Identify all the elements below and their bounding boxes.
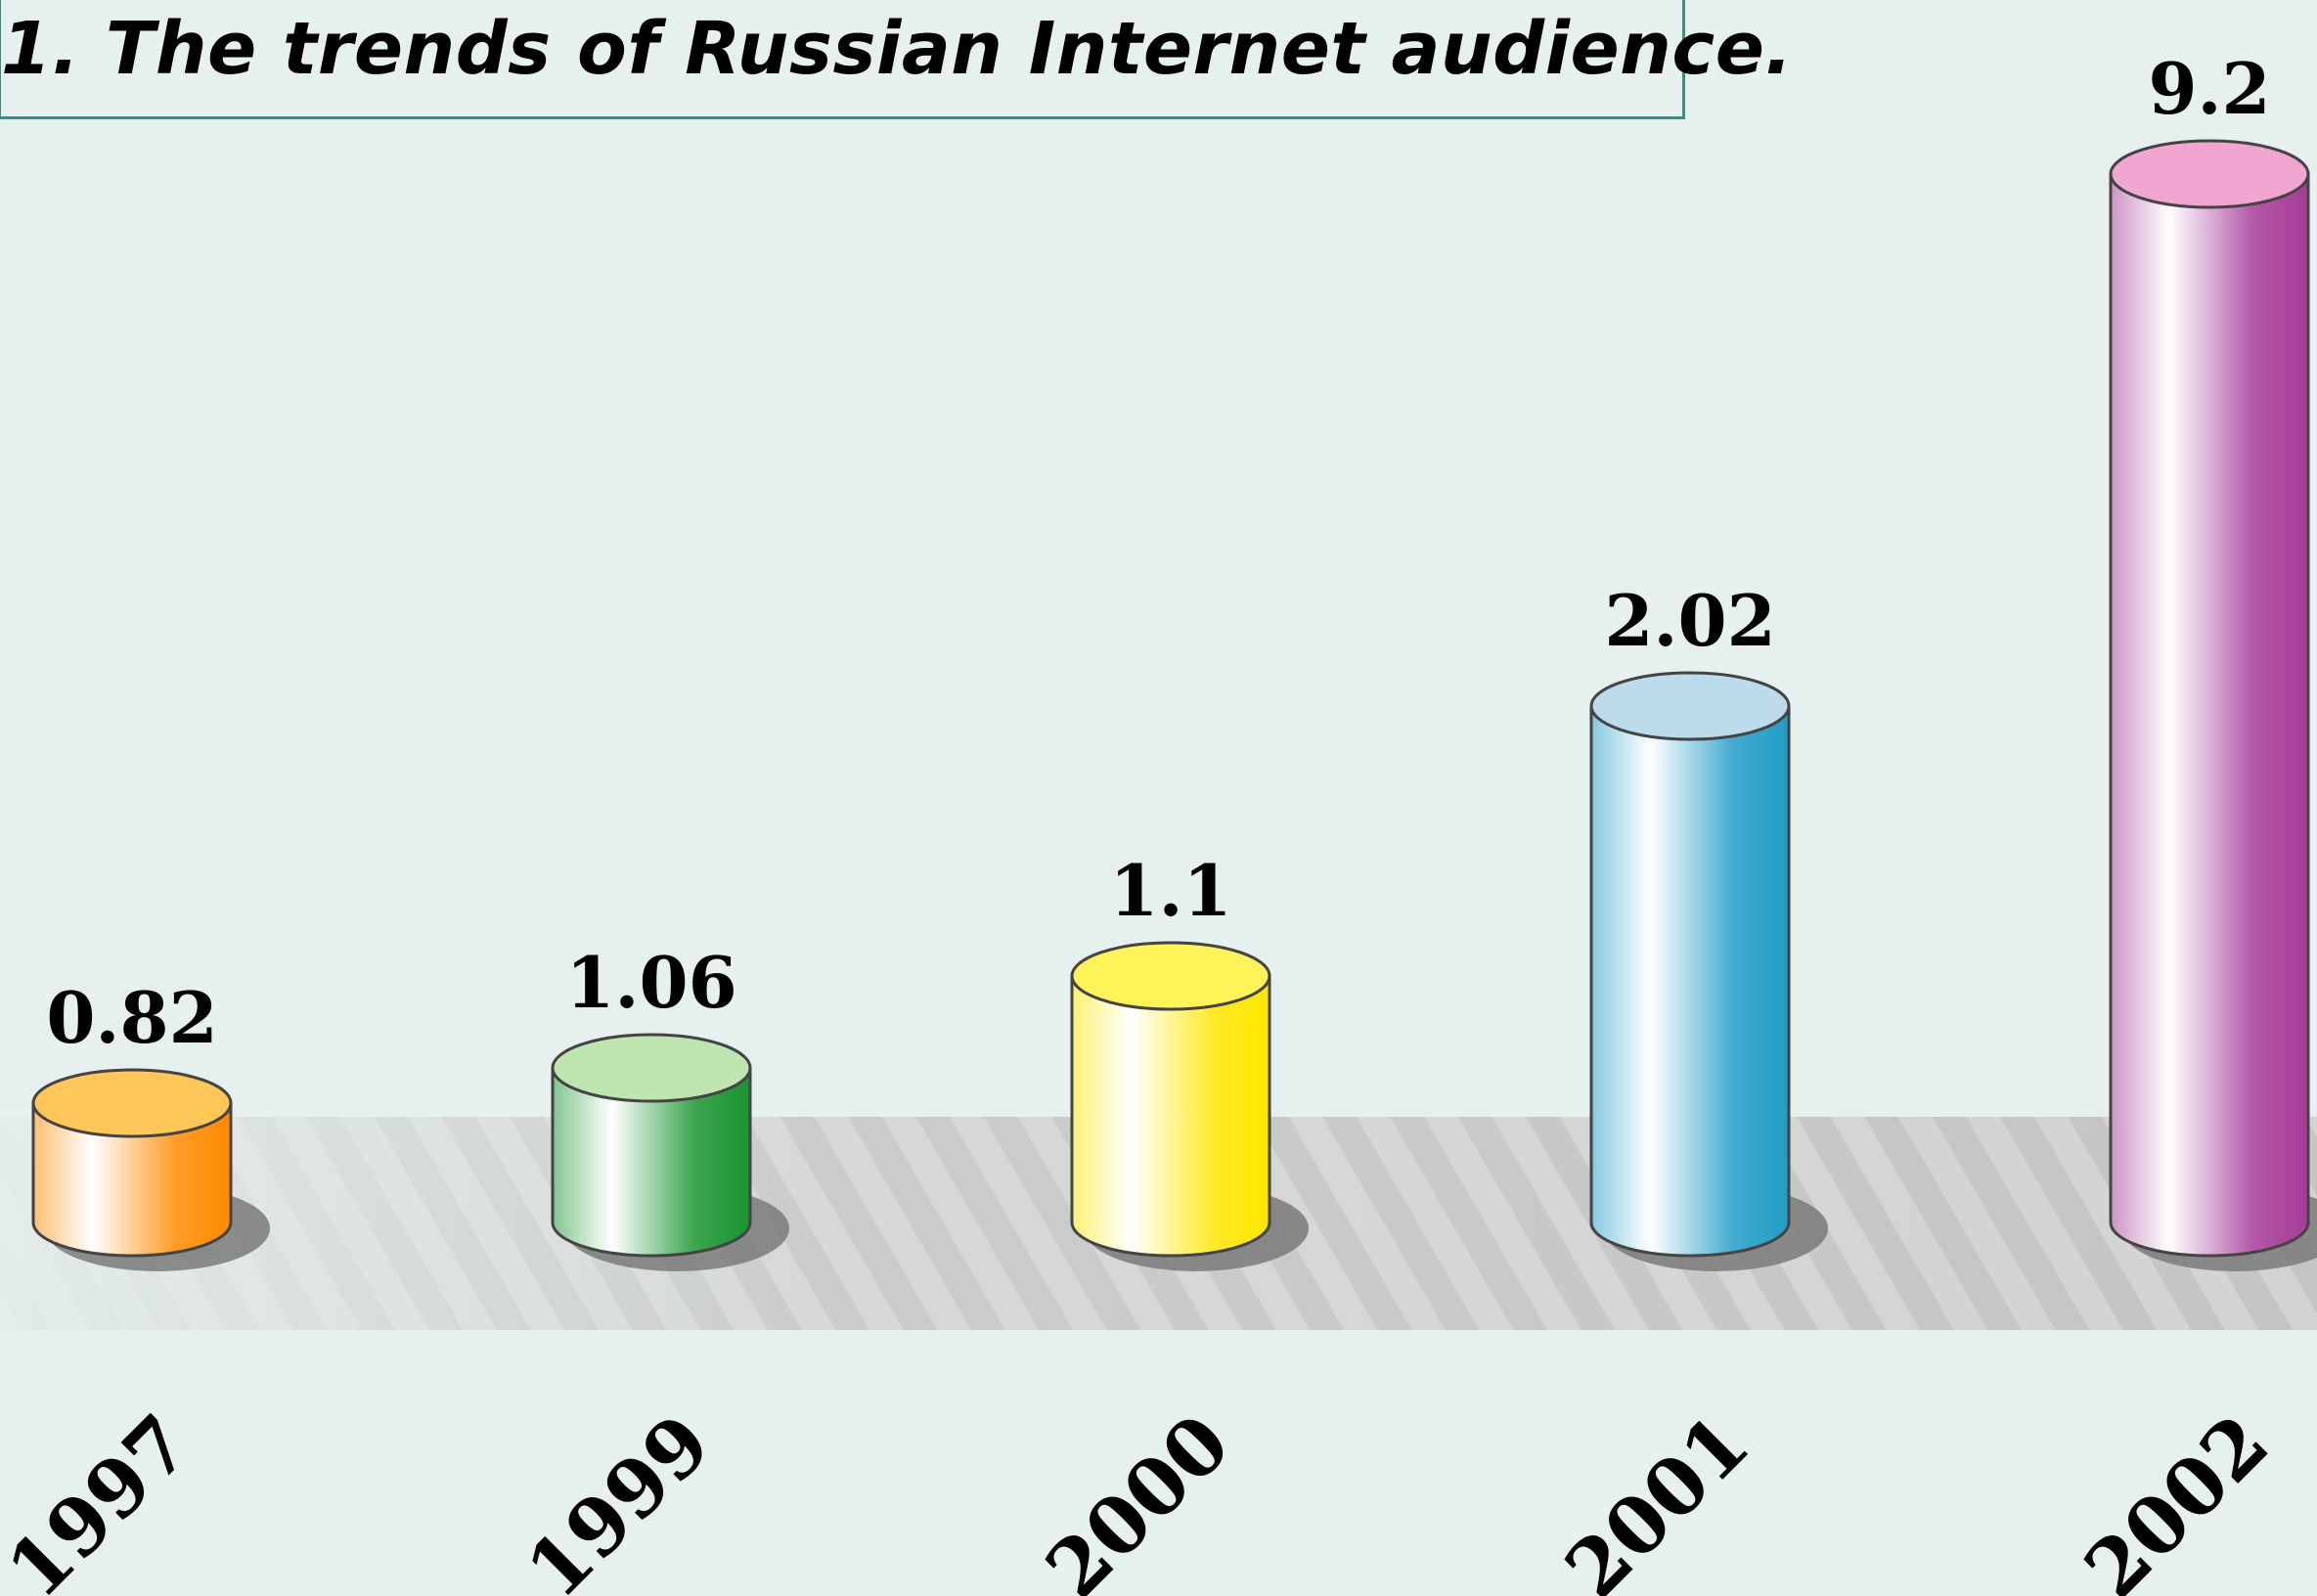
bar-top-cap: [2109, 139, 2310, 209]
bar-top-cap: [1589, 671, 1791, 741]
x-tick-label: 1999: [509, 1396, 728, 1596]
bar-top-cap: [1070, 941, 1271, 1011]
bar-1997: [31, 1068, 270, 1271]
x-tick-label: 2002: [2067, 1396, 2286, 1596]
bar-2002: [2109, 139, 2317, 1271]
bar-body: [2109, 172, 2310, 1258]
bar-top-cap: [551, 1033, 752, 1103]
x-tick-label: 2000: [1028, 1396, 1247, 1596]
bars-layer: [31, 139, 2317, 1271]
bar-2001: [1589, 671, 1828, 1271]
value-label: 9.2: [2148, 47, 2270, 130]
labels-layer: 0.82 1997 1.06 1999 1.1 2000 2.02 2001 9.2 2002: [0, 47, 2286, 1596]
bar-top-cap: [31, 1068, 233, 1138]
value-label: 1.1: [1109, 849, 1231, 932]
x-tick-label: 1997: [0, 1396, 208, 1596]
bar-2000: [1070, 941, 1309, 1271]
bar-body: [1070, 974, 1271, 1258]
chart-title-box: 1. The trends of Russian Internet audien…: [0, 0, 1793, 119]
x-tick-label: 2001: [1547, 1396, 1766, 1596]
bar-body: [551, 1066, 752, 1258]
chart-title: 1. The trends of Russian Internet audien…: [1, 7, 1794, 91]
bar-1999: [551, 1033, 789, 1271]
value-label: 0.82: [46, 976, 217, 1059]
value-label: 2.02: [1604, 579, 1775, 662]
bar-body: [1589, 704, 1791, 1258]
bar-body: [31, 1101, 233, 1258]
value-label: 1.06: [565, 941, 736, 1024]
